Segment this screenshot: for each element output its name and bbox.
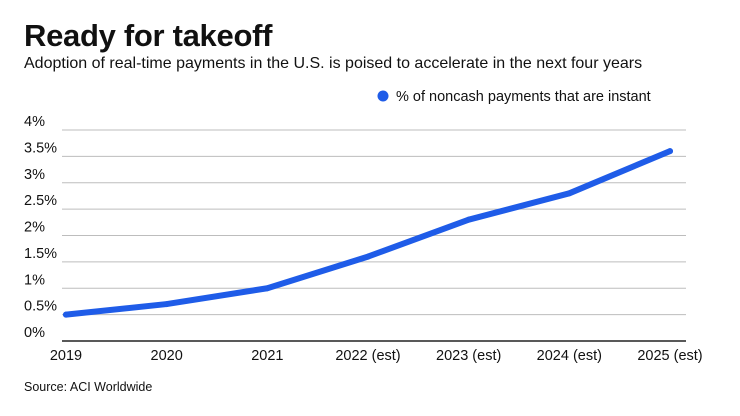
data-point [566,190,573,197]
series-group [63,148,673,318]
y-tick-label: 1% [24,272,45,288]
data-point [264,285,271,292]
x-tick-label: 2024 (est) [537,348,602,364]
legend-marker [377,90,389,102]
x-tick-label: 2025 (est) [637,348,702,364]
x-tick-label: 2023 (est) [436,348,501,364]
legend: % of noncash payments that are instant [377,89,651,105]
data-point [163,301,170,308]
data-point [465,216,472,223]
y-tick-label: 3.5% [24,140,57,156]
x-tick-label: 2021 [251,348,283,364]
chart-subtitle: Adoption of real-time payments in the U.… [24,55,643,72]
series-line [63,148,673,318]
source-note: Source: ACI Worldwide [24,380,153,394]
chart-title: Ready for takeoff [24,18,273,53]
y-tick-label: 3% [24,167,45,183]
y-tick-label: 0% [24,325,45,341]
x-tick-label: 2022 (est) [335,348,400,364]
data-point [365,253,371,260]
data-point [667,148,673,155]
data-point [63,311,69,318]
gridlines [62,129,686,342]
y-tick-label: 4% [24,114,45,130]
x-tick-label: 2019 [50,348,82,364]
x-axis-labels: 2019 2020 2021 2022 (est) 2023 (est) 2024 (es… [50,348,703,364]
y-tick-label: 1.5% [24,246,57,262]
y-tick-label: 0.5% [24,299,57,315]
y-tick-label: 2.5% [24,193,57,209]
y-axis-labels: 0% 0.5% 1% 1.5% 2% 2.5% 3% 3.5% 4% [24,114,57,341]
x-tick-label: 2020 [151,348,183,364]
y-tick-label: 2% [24,220,45,236]
legend-label: % of noncash payments that are instant [396,89,651,105]
